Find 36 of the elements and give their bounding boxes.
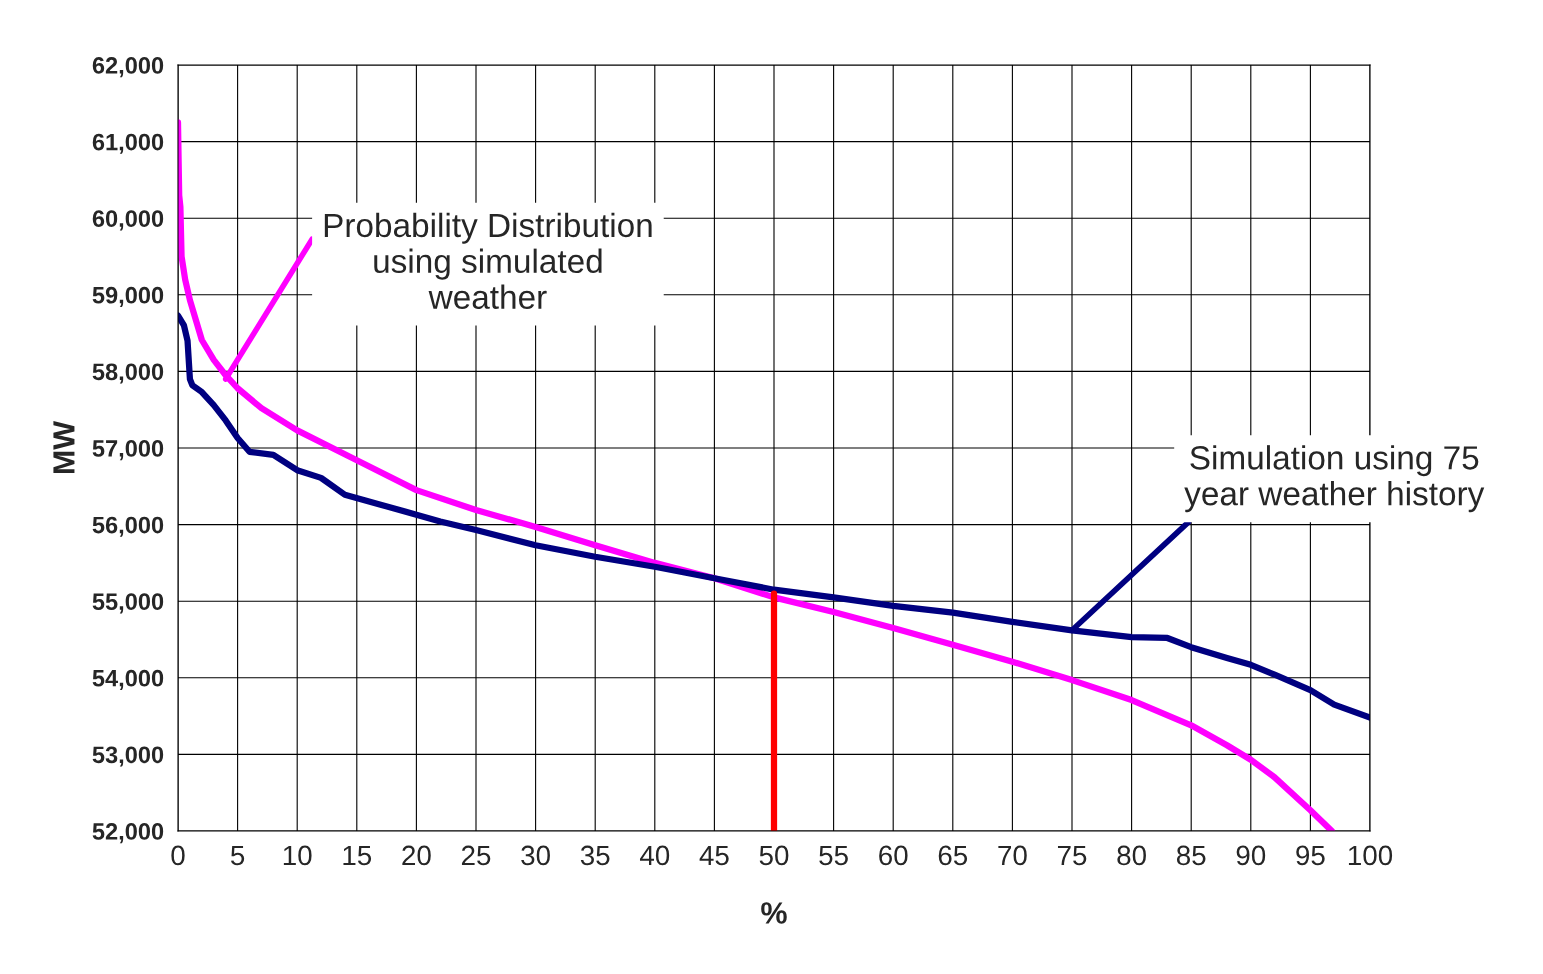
x-tick-label: 65 — [938, 845, 968, 866]
x-tick-label: 70 — [998, 845, 1027, 866]
annotation: Probability Distribution using simulated weather — [324, 212, 652, 310]
x-tick-label: 35 — [580, 845, 610, 866]
x-tick-label: 90 — [1236, 845, 1266, 866]
x-tick-label: 80 — [1117, 845, 1146, 866]
x-tick-label: 75 — [1057, 845, 1087, 866]
x-tick-label: 100 — [1348, 845, 1393, 866]
x-tick-label: 50 — [759, 845, 789, 866]
x-tick-label: 95 — [1296, 845, 1325, 866]
x-tick-label: 0 — [171, 845, 185, 866]
y-axis-title: MW — [53, 420, 75, 474]
x-tick-label: 60 — [879, 845, 908, 866]
y-tick-label: 61,000 — [92, 133, 164, 154]
x-tick-label: 85 — [1176, 845, 1206, 866]
x-tick-label: 25 — [461, 845, 491, 866]
y-tick-label: 54,000 — [92, 669, 164, 691]
y-tick-label: 60,000 — [92, 210, 164, 231]
x-axis-title: % — [761, 902, 787, 924]
x-tick-label: 30 — [521, 845, 550, 866]
y-tick-label: 56,000 — [92, 516, 164, 537]
x-tick-label: 40 — [639, 845, 670, 866]
y-tick-label: 55,000 — [92, 593, 164, 614]
x-tick-label: 5 — [230, 845, 245, 866]
x-tick-label: 20 — [402, 845, 431, 866]
x-tick-label: 15 — [343, 845, 372, 866]
y-tick-label: 62,000 — [92, 57, 164, 78]
y-tick-label: 59,000 — [92, 286, 164, 308]
annotation: Simulation using 75 year weather history — [1184, 445, 1485, 513]
x-tick-label: 45 — [699, 845, 729, 866]
x-tick-label: 10 — [283, 845, 312, 866]
x-tick-label: 55 — [819, 845, 848, 866]
y-tick-label: 58,000 — [92, 363, 164, 384]
y-tick-label: 53,000 — [92, 746, 164, 767]
y-tick-label: 52,000 — [92, 823, 164, 844]
y-tick-label: 57,000 — [92, 440, 164, 461]
